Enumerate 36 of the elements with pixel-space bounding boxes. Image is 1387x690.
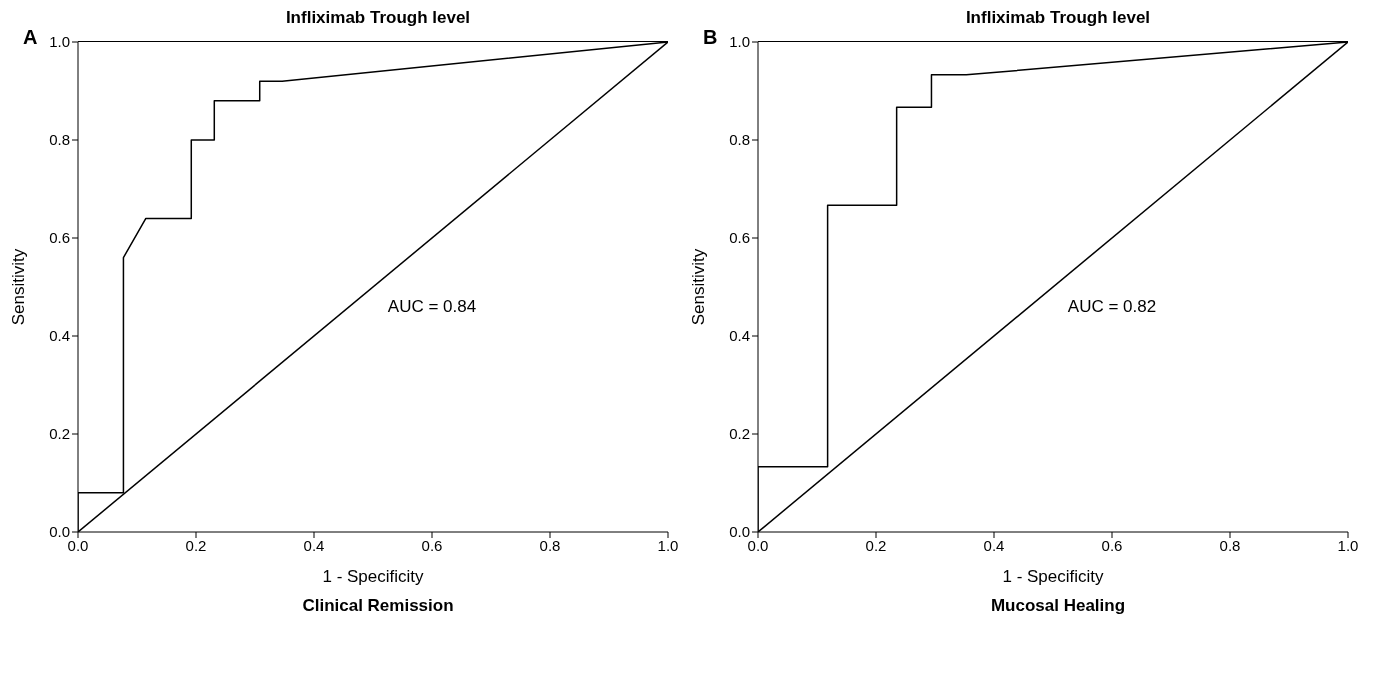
y-axis-title: Sensitivity [9, 248, 29, 326]
annotation: AUC = 0.84 [387, 296, 477, 317]
x-tick-label: 0.6 [1101, 536, 1123, 554]
x-tick-label: 0.4 [983, 536, 1005, 554]
x-tick-label: 0.2 [185, 536, 207, 554]
x-tick-label: 0.4 [303, 536, 325, 554]
text: Mucosal Healing [989, 596, 1127, 616]
y-axis-title: Sensitivity [689, 248, 709, 326]
y-tick-label: 0.8 [729, 131, 750, 149]
x-axis-title: 1 - Specificity [322, 567, 425, 586]
chart-title: Infliximab Trough level [285, 8, 471, 27]
y-tick-label: 1.0 [729, 33, 750, 51]
y-tick-label: 1.0 [49, 33, 70, 51]
chart-title: Infliximab Trough level [965, 8, 1151, 27]
text: B [703, 26, 718, 49]
x-tick-label: 1.0 [1337, 536, 1359, 554]
x-tick-label: 1.0 [657, 536, 679, 554]
y-tick-label: 0.4 [49, 327, 70, 345]
x-tick-label: 0.0 [67, 536, 89, 554]
x-axis-title: 1 - Specificity [1002, 567, 1105, 586]
text: A [23, 26, 38, 49]
annotation: AUC = 0.82 [1067, 296, 1157, 317]
x-tick-label: 0.6 [421, 536, 443, 554]
y-tick-label: 0.2 [49, 425, 70, 443]
x-tick-label: 0.8 [539, 536, 561, 554]
x-tick-label: 0.2 [865, 536, 887, 554]
x-tick-label: 0.8 [1219, 536, 1241, 554]
y-tick-label: 0.6 [729, 229, 750, 247]
y-tick-label: 0.0 [729, 523, 750, 541]
x-tick-label: 0.0 [747, 536, 769, 554]
y-tick-label: 0.2 [729, 425, 750, 443]
y-tick-label: 0.6 [49, 229, 70, 247]
y-tick-label: 0.0 [49, 523, 70, 541]
y-tick-label: 0.8 [49, 131, 70, 149]
text: Clinical Remission [301, 596, 455, 616]
y-tick-label: 0.4 [729, 327, 750, 345]
